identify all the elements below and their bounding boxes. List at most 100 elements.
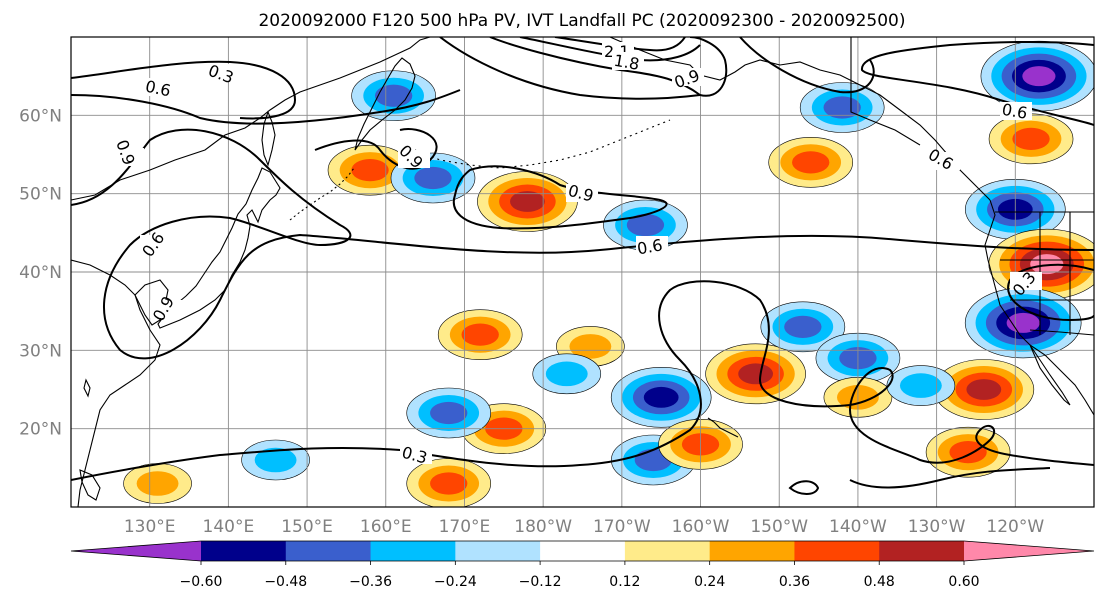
pc-feature <box>933 359 1035 420</box>
pc-shade-level <box>643 386 679 408</box>
pc-feature <box>799 82 885 133</box>
colorbar-tick-label: 0.60 <box>948 574 979 590</box>
colorbar-extend-min <box>71 541 201 561</box>
pv-label: 0.6 <box>144 77 173 101</box>
map-gridlines <box>71 37 1094 507</box>
pc-shade-level <box>254 447 297 473</box>
pv-contour-westcoast <box>1007 263 1094 322</box>
pc-shade-level <box>414 166 452 190</box>
colorbar-segment <box>879 541 965 561</box>
lon-tick-label: 140°W <box>829 517 887 537</box>
colorbar-tick-label: 0.36 <box>779 574 810 590</box>
colorbar-extend-max <box>964 541 1094 561</box>
pc-shade-level <box>1030 254 1064 275</box>
lon-tick-label: 180°W <box>514 517 572 537</box>
pc-feature <box>406 458 492 507</box>
colorbar-segment <box>201 541 287 561</box>
lon-tick-label: 170°E <box>439 517 491 537</box>
colorbar-tick-label: −0.24 <box>434 574 477 590</box>
pv-contour-0.3-south-tail <box>849 467 1051 489</box>
map-frame <box>70 36 1095 508</box>
lon-tick-label: 150°W <box>750 517 808 537</box>
pc-shade-level <box>1012 127 1050 150</box>
lat-tick-label: 20°N <box>19 420 62 440</box>
pc-feature <box>760 301 846 353</box>
coastline-japan <box>157 167 281 329</box>
pv-label: 1.8 <box>612 51 640 74</box>
pc-shade-level <box>136 471 179 496</box>
border-us-states <box>1000 212 1094 335</box>
pc-feature <box>610 367 712 428</box>
pc-feature <box>964 287 1082 359</box>
pv-label-bg <box>1010 272 1042 290</box>
pv-contour-alaska-ring <box>439 37 701 100</box>
pc-feature <box>437 309 523 360</box>
pv-label-bg <box>928 152 960 170</box>
pc-shade-level <box>1022 66 1056 87</box>
coastline-aleutians <box>414 119 671 169</box>
colorbar-tick-label: 0.24 <box>694 574 725 590</box>
pc-shade-level <box>510 191 545 212</box>
lat-tick-label: 60°N <box>19 106 62 126</box>
latitude-tick-labels: 20°N 30°N 40°N 50°N 60°N <box>19 106 62 439</box>
pc-feature <box>241 439 310 481</box>
pc-shade-level <box>430 401 468 425</box>
pv-contour-0.3-north <box>71 60 297 120</box>
pc-feature <box>351 70 436 122</box>
coastline-asia <box>71 37 431 201</box>
pc-shade-level <box>545 361 588 387</box>
pc-feature <box>532 353 602 395</box>
pc-feature <box>327 144 413 196</box>
border-alaska-canada <box>850 37 921 146</box>
pc-shade-level <box>374 84 413 107</box>
pc-feature <box>980 40 1094 112</box>
pv-label-bg <box>206 64 238 82</box>
lon-tick-label: 140°E <box>203 517 255 537</box>
colorbar-segment <box>455 541 541 561</box>
coastline-north-america-west <box>984 199 1094 416</box>
pv-contour-0.6-midlat <box>71 128 1094 360</box>
pv-label-bg <box>400 446 432 464</box>
pv-label-bg <box>112 148 144 166</box>
colorbar-tick-label: 0.48 <box>864 574 895 590</box>
longitude-tick-labels: 130°E 140°E 150°E 160°E 170°E 180°W 170°W 160°W… <box>124 517 1045 537</box>
pv-contour-0.9-central <box>452 165 668 230</box>
pv-contour-0.6-north <box>71 89 461 125</box>
pc-shade-level <box>430 472 468 495</box>
pv-contour-small-ring <box>788 480 820 495</box>
pc-feature <box>123 463 192 504</box>
pc-shading-layer <box>123 40 1094 507</box>
pc-feature <box>477 171 578 232</box>
coastline-baja <box>1029 344 1071 406</box>
pv-contour-labels: 0.6 0.3 0.9 0.6 0.9 0.9 0.9 0.6 2.1 1.8 … <box>112 42 1042 468</box>
pv-contour-alaska-inner <box>489 37 728 97</box>
pc-shade-level <box>792 151 830 174</box>
colorbar-segment <box>794 541 880 561</box>
pc-feature <box>886 365 956 406</box>
pv-label-bg <box>150 300 182 318</box>
pc-shade-level <box>738 363 774 385</box>
pc-shade-level <box>626 213 665 237</box>
colorbar-segment <box>285 541 372 561</box>
chart-title: 2020092000 F120 500 hPa PV, IVT Landfall… <box>258 11 905 31</box>
lon-tick-label: 160°W <box>672 517 730 537</box>
lat-tick-label: 30°N <box>19 341 62 361</box>
pc-feature <box>406 387 492 439</box>
colorbar-tick-label: −0.36 <box>349 574 392 590</box>
coastline-kuril-islands <box>289 167 355 221</box>
lon-tick-label: 150°E <box>281 517 333 537</box>
colorbar <box>70 540 1095 562</box>
pc-shade-level <box>351 159 389 182</box>
lat-tick-label: 50°N <box>19 185 62 205</box>
lon-tick-label: 170°W <box>593 517 651 537</box>
pv-contour-0.9-kamchatka <box>314 128 438 170</box>
pv-label: 0.6 <box>1000 100 1028 123</box>
pc-shade-level <box>461 323 499 346</box>
pv-label-bg <box>142 78 174 96</box>
colorbar-tick-label: −0.60 <box>180 574 223 590</box>
coastline-taiwan <box>83 378 91 398</box>
colorbar-tick-labels: −0.60 −0.48 −0.36 −0.24 −0.12 0.12 0.24 0.36 0.4… <box>180 561 980 590</box>
pc-feature <box>768 137 854 188</box>
colorbar-segment <box>709 541 795 561</box>
